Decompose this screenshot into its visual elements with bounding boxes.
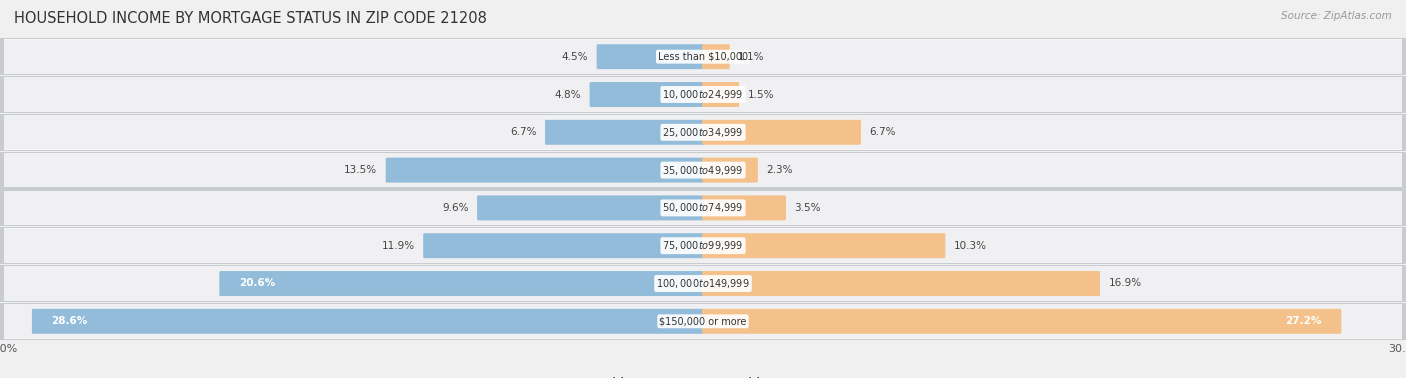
Text: 1.1%: 1.1% [738, 52, 765, 62]
Bar [0, 152, 1406, 189]
FancyBboxPatch shape [702, 271, 1099, 296]
Text: 20.6%: 20.6% [239, 279, 276, 288]
Bar [3, 153, 1403, 187]
Text: Less than $10,000: Less than $10,000 [658, 52, 748, 62]
Text: 6.7%: 6.7% [510, 127, 537, 137]
FancyBboxPatch shape [702, 158, 758, 183]
FancyBboxPatch shape [385, 158, 704, 183]
Text: 4.5%: 4.5% [561, 52, 588, 62]
Bar [0, 76, 1406, 113]
FancyBboxPatch shape [423, 233, 704, 258]
Bar [0, 114, 1406, 151]
FancyBboxPatch shape [596, 44, 704, 69]
Bar [3, 40, 1403, 74]
Bar [0, 303, 1406, 340]
Text: 13.5%: 13.5% [344, 165, 377, 175]
Bar [3, 304, 1403, 339]
Text: $10,000 to $24,999: $10,000 to $24,999 [662, 88, 744, 101]
Bar [3, 191, 1403, 225]
Bar [3, 228, 1403, 263]
Bar [0, 227, 1406, 264]
Text: 2.3%: 2.3% [766, 165, 793, 175]
Bar [0, 265, 1406, 302]
Bar [3, 153, 1403, 187]
Legend: Without Mortgage, With Mortgage: Without Mortgage, With Mortgage [576, 372, 830, 378]
Text: 4.8%: 4.8% [554, 90, 581, 99]
FancyBboxPatch shape [32, 309, 704, 334]
Text: $25,000 to $34,999: $25,000 to $34,999 [662, 126, 744, 139]
FancyBboxPatch shape [219, 271, 704, 296]
Bar [3, 191, 1403, 225]
Text: $75,000 to $99,999: $75,000 to $99,999 [662, 239, 744, 252]
Text: 27.2%: 27.2% [1285, 316, 1322, 326]
Bar [0, 189, 1406, 226]
Text: 1.5%: 1.5% [748, 90, 775, 99]
Bar [3, 77, 1403, 112]
Text: HOUSEHOLD INCOME BY MORTGAGE STATUS IN ZIP CODE 21208: HOUSEHOLD INCOME BY MORTGAGE STATUS IN Z… [14, 11, 486, 26]
FancyBboxPatch shape [546, 120, 704, 145]
Bar [3, 115, 1403, 149]
Text: 28.6%: 28.6% [52, 316, 87, 326]
FancyBboxPatch shape [702, 309, 1341, 334]
Text: $35,000 to $49,999: $35,000 to $49,999 [662, 164, 744, 177]
Text: $50,000 to $74,999: $50,000 to $74,999 [662, 201, 744, 214]
Text: Source: ZipAtlas.com: Source: ZipAtlas.com [1281, 11, 1392, 21]
Text: 11.9%: 11.9% [381, 241, 415, 251]
FancyBboxPatch shape [702, 82, 740, 107]
FancyBboxPatch shape [702, 233, 945, 258]
Bar [3, 39, 1403, 74]
FancyBboxPatch shape [702, 44, 730, 69]
Bar [3, 266, 1403, 301]
FancyBboxPatch shape [702, 195, 786, 220]
Text: 10.3%: 10.3% [953, 241, 987, 251]
Bar [3, 266, 1403, 301]
Text: 6.7%: 6.7% [869, 127, 896, 137]
FancyBboxPatch shape [589, 82, 704, 107]
Bar [3, 77, 1403, 112]
Bar [3, 304, 1403, 338]
Text: 9.6%: 9.6% [441, 203, 468, 213]
FancyBboxPatch shape [702, 120, 860, 145]
Text: 16.9%: 16.9% [1108, 279, 1142, 288]
Text: $150,000 or more: $150,000 or more [659, 316, 747, 326]
Bar [3, 229, 1403, 263]
Bar [0, 38, 1406, 75]
FancyBboxPatch shape [477, 195, 704, 220]
Text: 3.5%: 3.5% [794, 203, 821, 213]
Text: $100,000 to $149,999: $100,000 to $149,999 [657, 277, 749, 290]
Bar [3, 115, 1403, 150]
